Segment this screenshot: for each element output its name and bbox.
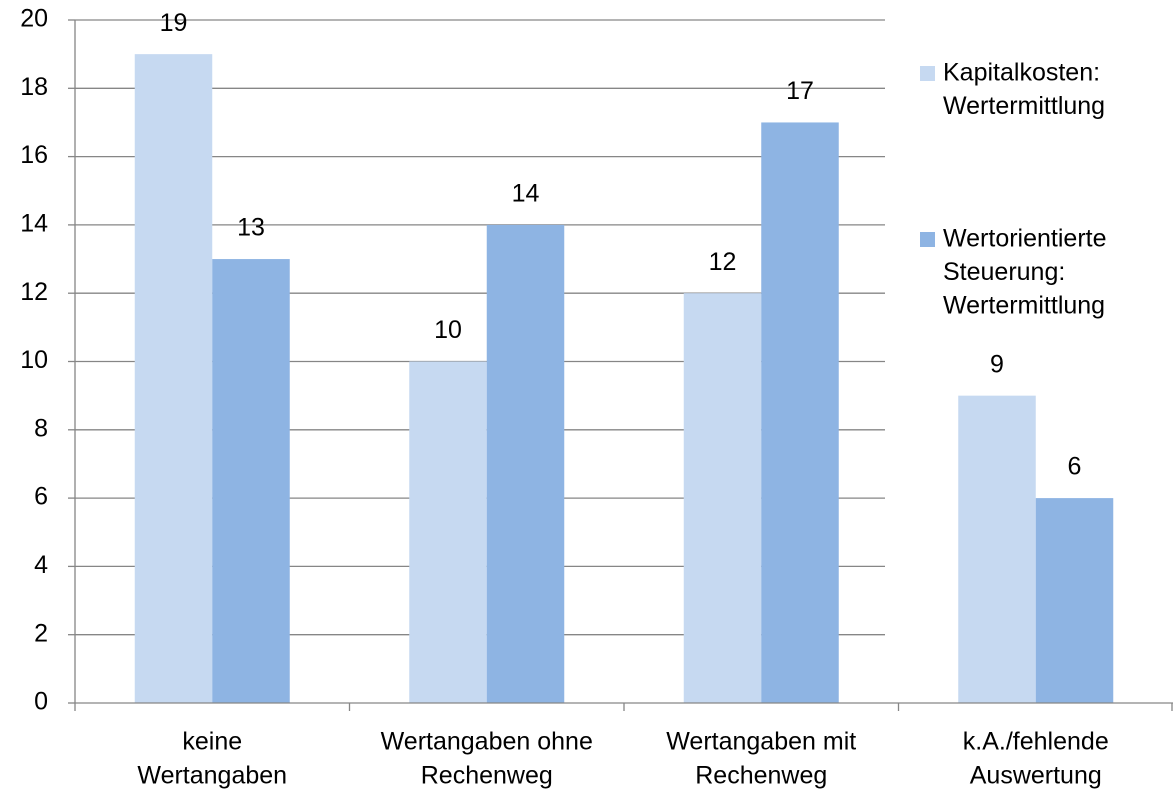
y-tick-label: 8 (34, 414, 48, 442)
bar (486, 224, 565, 703)
y-tick-label: 16 (20, 141, 48, 169)
y-tick-label: 4 (34, 551, 48, 579)
data-label: 14 (512, 180, 540, 208)
legend-label: Wertermittlung (943, 92, 1105, 120)
x-tick-label: Rechenweg (695, 762, 827, 790)
data-label: 19 (160, 9, 188, 37)
data-label: 12 (709, 248, 737, 276)
y-tick-label: 2 (34, 619, 48, 647)
data-label: 9 (990, 350, 1004, 378)
y-tick-label: 12 (20, 278, 48, 306)
x-tick-label: keine (182, 728, 242, 756)
bar (683, 293, 762, 703)
legend-label: Wertermittlung (943, 292, 1105, 320)
x-tick-label: Auswertung (970, 762, 1102, 790)
data-label: 6 (1068, 453, 1082, 481)
bar (212, 259, 290, 703)
legend-label: Kapitalkosten: (943, 59, 1100, 87)
x-tick-label: Wertangaben mit (666, 728, 856, 756)
bar (134, 54, 213, 703)
x-tick-label: Wertangaben (137, 762, 287, 790)
y-tick-label: 10 (20, 346, 48, 374)
y-tick-label: 6 (34, 483, 48, 511)
data-label: 10 (434, 316, 462, 344)
y-tick-label: 20 (20, 5, 48, 33)
y-tick-label: 14 (20, 210, 48, 238)
data-label: 17 (786, 77, 814, 105)
legend-swatch (920, 232, 935, 247)
x-tick-label: Rechenweg (421, 762, 553, 790)
legend-swatch (920, 66, 935, 81)
bar (958, 395, 1036, 703)
x-tick-label: k.A./fehlende (963, 728, 1109, 756)
y-tick-label: 18 (20, 73, 48, 101)
legend-label: Steuerung: (943, 258, 1065, 286)
legend-label: Wertorientierte (943, 225, 1107, 253)
bar (761, 122, 839, 703)
x-tick-label: Wertangaben ohne (381, 728, 593, 756)
bar (409, 361, 487, 703)
y-tick-label: 0 (34, 688, 48, 716)
data-label: 13 (237, 214, 265, 242)
bar (1035, 498, 1114, 703)
